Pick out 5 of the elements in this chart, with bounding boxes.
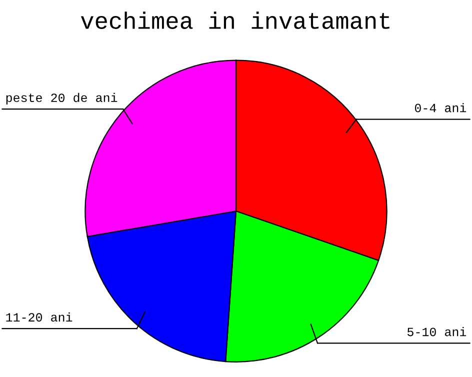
chart-title: vechimea in invatamant <box>80 12 390 29</box>
slice-label: 5-10 ani <box>407 327 466 336</box>
slice-label: 11-20 ani <box>6 312 72 322</box>
slice-label: peste 20 de ani <box>6 92 118 105</box>
slice-label: 0-4 ani <box>414 103 466 112</box>
